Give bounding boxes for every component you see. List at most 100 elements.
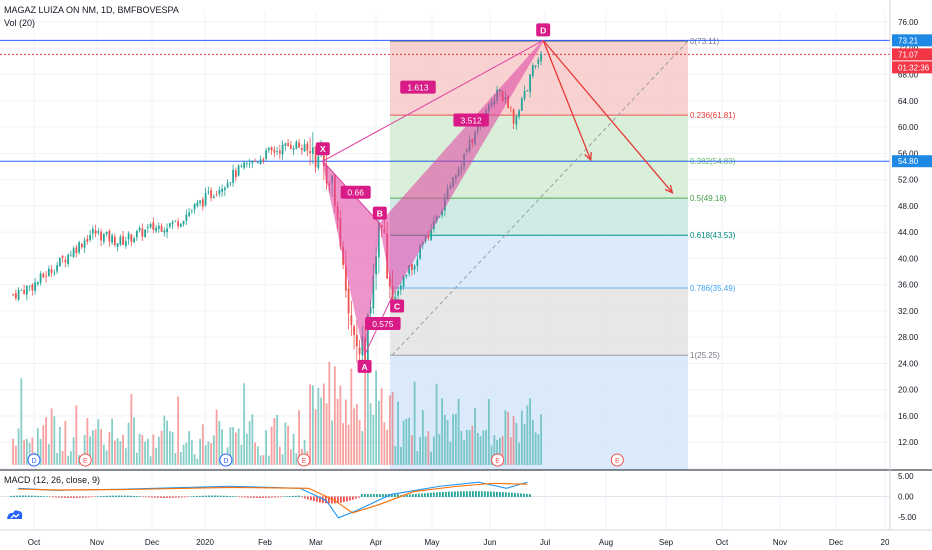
candle-body bbox=[309, 150, 311, 153]
candle-body bbox=[229, 182, 232, 184]
volume-bar bbox=[441, 398, 443, 465]
volume-bar bbox=[353, 408, 355, 465]
volume-bar bbox=[336, 398, 339, 465]
candle-body bbox=[248, 163, 251, 165]
event-marker-circle bbox=[491, 453, 505, 467]
volume-bar bbox=[287, 425, 289, 465]
macd-histogram-bar bbox=[286, 496, 288, 497]
volume-bar bbox=[251, 414, 254, 465]
candle-body bbox=[355, 334, 358, 347]
time-axis-label: Jul bbox=[540, 538, 550, 547]
candle-body bbox=[265, 150, 267, 159]
event-marker-circle bbox=[78, 453, 92, 467]
pattern-point-box bbox=[357, 359, 372, 373]
volume-bar bbox=[108, 431, 111, 465]
event-marker-label: E bbox=[301, 458, 306, 465]
volume-bar bbox=[452, 414, 454, 465]
macd-histogram-bar bbox=[508, 492, 510, 497]
volume-bar bbox=[53, 416, 56, 465]
candle-body bbox=[295, 141, 298, 149]
candle-body bbox=[155, 227, 157, 232]
volume-bar bbox=[454, 413, 457, 465]
candle-body bbox=[377, 223, 380, 258]
volume-bar bbox=[243, 383, 245, 465]
candle-body bbox=[515, 115, 518, 125]
time-axis-label: Sep bbox=[659, 538, 674, 547]
candle-body bbox=[344, 265, 347, 291]
volume-bar bbox=[366, 371, 369, 465]
pattern-ratio-label: 0.575 bbox=[372, 319, 394, 329]
volume-bar bbox=[259, 455, 262, 465]
symbol-title: MAGAZ LUIZA ON NM, 1D, BMFBOVESPA bbox=[4, 5, 179, 15]
candle-body bbox=[523, 91, 526, 99]
macd-histogram-bar bbox=[181, 496, 183, 498]
macd-histogram-bar bbox=[313, 496, 315, 502]
macd-histogram-bar bbox=[46, 496, 48, 497]
macd-histogram-bar bbox=[100, 496, 102, 497]
volume-bar bbox=[388, 395, 391, 465]
fib-level-label: 0.5(49.18) bbox=[690, 194, 727, 203]
macd-histogram-bar bbox=[157, 496, 159, 498]
macd-histogram-bar bbox=[277, 496, 279, 498]
macd-histogram-bar bbox=[331, 496, 333, 504]
candle-body bbox=[201, 199, 204, 207]
volume-bar bbox=[113, 440, 116, 465]
macd-histogram-bar bbox=[304, 496, 306, 499]
candle-body bbox=[507, 96, 509, 109]
candle-body bbox=[243, 162, 245, 168]
fib-level-label: 1(25.25) bbox=[690, 351, 720, 360]
macd-histogram-bar bbox=[235, 496, 237, 497]
macd-histogram-bar bbox=[139, 496, 141, 497]
volume-bar bbox=[435, 383, 438, 465]
macd-histogram-bar bbox=[484, 491, 486, 497]
candle-body bbox=[179, 223, 182, 227]
candle-body bbox=[168, 223, 171, 227]
pattern-point-label: D bbox=[540, 25, 546, 35]
macd-histogram-bar bbox=[418, 493, 420, 497]
macd-histogram-bar bbox=[106, 495, 108, 497]
pattern-xd-line bbox=[322, 39, 544, 162]
candle-body bbox=[124, 241, 127, 246]
macd-histogram-bar bbox=[472, 491, 474, 497]
volume-bar bbox=[171, 431, 174, 465]
price-tag-countdown: 01:32:36 bbox=[898, 63, 930, 72]
volume-bar bbox=[100, 429, 102, 465]
price-axis-tick: 44.00 bbox=[898, 228, 919, 237]
price-axis-tick: 24.00 bbox=[898, 359, 919, 368]
candle-body bbox=[188, 212, 190, 216]
macd-histogram-bar bbox=[322, 496, 324, 503]
candle-body bbox=[347, 288, 350, 314]
volume-bar bbox=[364, 360, 366, 465]
candle-body bbox=[50, 269, 53, 273]
volume-bar bbox=[135, 452, 138, 465]
candle-body bbox=[520, 98, 523, 111]
price-tag-level-mid-bg bbox=[892, 155, 932, 168]
macd-histogram-bar bbox=[451, 491, 453, 497]
event-marker-circle bbox=[297, 453, 311, 467]
candle-body bbox=[149, 224, 152, 228]
volume-bar bbox=[116, 438, 119, 465]
price-tag-level-top: 73.21 bbox=[898, 36, 919, 45]
candle-body bbox=[89, 235, 91, 240]
volume-bar bbox=[97, 419, 100, 465]
candle-body bbox=[311, 147, 314, 154]
candle-body bbox=[146, 226, 149, 228]
candle-body bbox=[240, 165, 243, 167]
candle-body bbox=[518, 110, 520, 117]
time-axis-label: Dec bbox=[829, 538, 843, 547]
volume-bar bbox=[520, 410, 523, 465]
macd-histogram-bar bbox=[49, 496, 51, 498]
volume-bars bbox=[12, 360, 542, 465]
candle-body bbox=[174, 220, 177, 222]
candle-body bbox=[298, 142, 300, 148]
macd-histogram-bar bbox=[301, 496, 303, 498]
volume-bar bbox=[36, 428, 39, 465]
candle-body bbox=[102, 234, 105, 242]
macd-histogram-bar bbox=[61, 496, 63, 498]
time-axis-label: Dec bbox=[145, 538, 159, 547]
volume-bar bbox=[185, 442, 188, 465]
macd-histogram-bar bbox=[481, 491, 483, 497]
candle-body bbox=[529, 74, 531, 92]
pattern-point-box bbox=[390, 299, 405, 313]
tradingview-logo-icon[interactable] bbox=[6, 508, 24, 522]
